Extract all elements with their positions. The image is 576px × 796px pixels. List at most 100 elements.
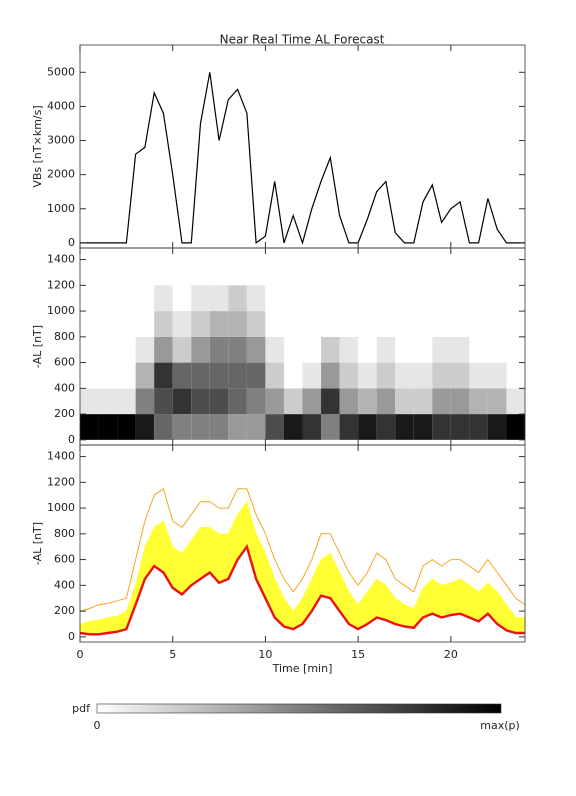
heat-cell [469, 336, 488, 363]
heat-cell [506, 285, 525, 312]
heat-cell [506, 414, 525, 440]
heat-cell [265, 336, 284, 363]
heat-cell [228, 414, 247, 440]
heat-cell [191, 414, 210, 440]
heat-cell [154, 311, 173, 337]
heat-cell [265, 362, 284, 389]
y-tick-label: 1000 [47, 304, 75, 317]
y-tick-label: 1000 [47, 501, 75, 514]
heat-cell [302, 414, 322, 440]
colorbar-min: 0 [94, 719, 101, 732]
heat-cell [228, 388, 247, 415]
x-tick-label: 5 [169, 648, 176, 661]
heat-cell [191, 362, 210, 389]
heat-cell [283, 336, 303, 363]
heat-cell [246, 388, 266, 415]
heat-cell [265, 285, 284, 312]
heat-cell [450, 336, 470, 363]
data-line [79, 543, 525, 636]
x-tick-label: 0 [77, 648, 84, 661]
heat-cell [117, 414, 136, 440]
heat-cell [191, 285, 210, 312]
y-tick-label: 1200 [47, 278, 75, 291]
heat-cell [98, 285, 118, 312]
heat-cell [469, 311, 488, 337]
heat-cell [209, 311, 229, 337]
heat-cell [432, 285, 451, 312]
heat-cell [321, 362, 340, 389]
x-axis-label: Time [min] [272, 662, 333, 675]
heat-cell [469, 414, 488, 440]
heat-cell [209, 336, 229, 363]
heat-cell [246, 285, 266, 312]
heat-cell [172, 362, 192, 389]
heat-cell [98, 388, 118, 415]
heat-cell [413, 388, 433, 415]
heat-cell [413, 336, 433, 363]
heat-cell [413, 414, 433, 440]
y-tick-label: 600 [54, 553, 75, 566]
heat-cell [395, 311, 414, 337]
heat-cell [339, 414, 359, 440]
heat-cell [432, 336, 451, 363]
heat-cell [321, 285, 340, 312]
y-tick-label: 0 [68, 236, 75, 249]
heat-cell [191, 311, 210, 337]
heat-cell [506, 311, 525, 337]
title: Near Real Time AL Forecast [220, 33, 385, 47]
heat-cell [135, 362, 155, 389]
x-tick-label: 15 [351, 648, 365, 661]
heat-cell [154, 388, 173, 415]
heat-cell [191, 336, 210, 363]
heat-cell [154, 336, 173, 363]
y-tick-label: 1200 [47, 475, 75, 488]
heat-cell [172, 388, 192, 415]
y-tick-label: 1400 [47, 450, 75, 463]
heat-cell [358, 414, 377, 440]
heat-cell [246, 414, 266, 440]
y-tick-label: 1000 [47, 202, 75, 215]
heat-cell [432, 311, 451, 337]
heat-cell [283, 388, 303, 415]
heat-cell [80, 414, 99, 440]
heat-cell [395, 388, 414, 415]
heat-cell [358, 388, 377, 415]
y-axis-label: -AL [nT] [31, 325, 44, 368]
heat-cell [506, 388, 525, 415]
heat-cell [321, 311, 340, 337]
heat-cell [487, 362, 507, 389]
heat-cell [154, 362, 173, 389]
y-tick-label: 5000 [47, 65, 75, 78]
heat-cell [135, 414, 155, 440]
heat-cell [321, 388, 340, 415]
y-tick-label: 600 [54, 356, 75, 369]
heat-cell [228, 311, 247, 337]
heat-cell [228, 362, 247, 389]
colorbar-label: pdf [72, 702, 91, 715]
heat-cell [265, 388, 284, 415]
y-tick-label: 2000 [47, 168, 75, 181]
heat-cell [376, 285, 396, 312]
heat-cell [98, 362, 118, 389]
heat-cell [339, 336, 359, 363]
heat-cell [172, 311, 192, 337]
heat-cell [450, 414, 470, 440]
heat-cell [339, 362, 359, 389]
heat-cell [228, 285, 247, 312]
heat-cell [432, 362, 451, 389]
heat-cell [450, 362, 470, 389]
heat-cell [98, 336, 118, 363]
plot-frame [79, 444, 526, 643]
heat-cell [339, 311, 359, 337]
heat-cell [469, 285, 488, 312]
heat-cell [450, 388, 470, 415]
heat-cell [339, 285, 359, 312]
heat-cell [376, 362, 396, 389]
heat-cell [283, 285, 303, 312]
heat-cell [376, 388, 396, 415]
heat-cell [321, 414, 340, 440]
x-tick-label: 20 [444, 648, 458, 661]
heat-cell [376, 336, 396, 363]
